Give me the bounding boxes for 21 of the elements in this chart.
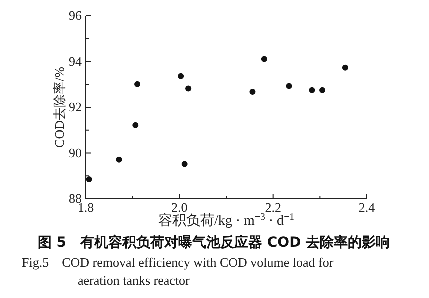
y-tick-label: 96 <box>69 8 82 23</box>
y-tick-label: 90 <box>69 145 82 160</box>
point <box>186 86 192 92</box>
point <box>86 176 92 183</box>
y-tick-label: 94 <box>69 54 82 69</box>
y-axis-title: COD去除率/% <box>52 66 67 148</box>
point <box>116 156 122 163</box>
point <box>286 83 292 90</box>
text: Fig.5 COD removal efficiency with COD volume load for aeration tanks reactor <box>22 255 334 288</box>
x-tick-label: 2.4 <box>358 200 376 215</box>
point <box>178 73 184 80</box>
point <box>320 87 326 94</box>
point <box>261 56 268 62</box>
y-tick-label: 92 <box>69 100 82 114</box>
text: 图 5 有机容积负荷对曝气池反应器 COD 去除率的影响 <box>38 234 390 251</box>
point <box>309 87 316 94</box>
point <box>132 122 139 128</box>
point <box>342 64 348 71</box>
point <box>182 161 188 168</box>
point <box>134 81 141 88</box>
point <box>250 88 256 95</box>
